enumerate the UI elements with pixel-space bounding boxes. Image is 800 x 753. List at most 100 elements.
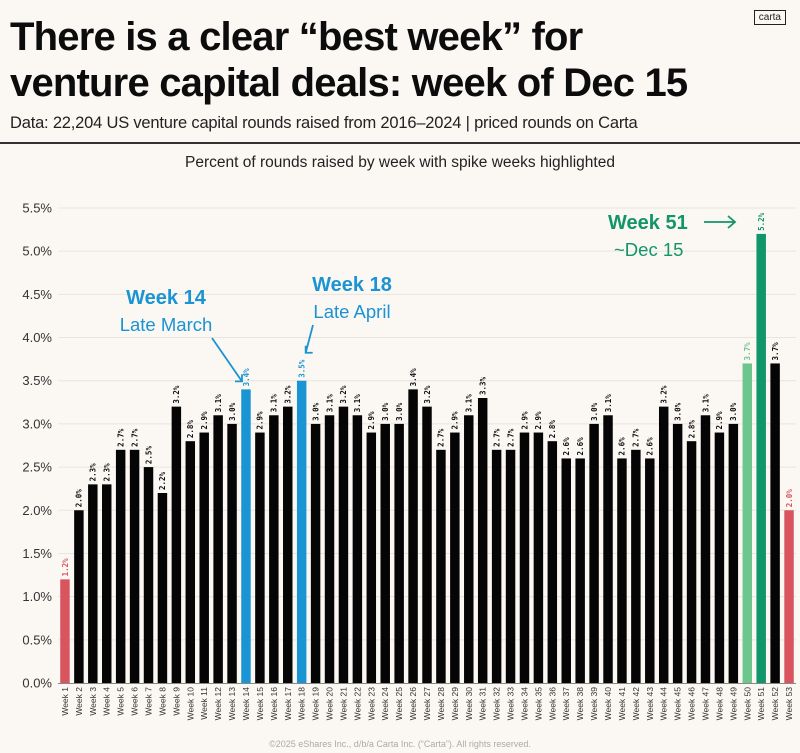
- y-tick-label: 0.0%: [22, 676, 52, 691]
- bar: [450, 432, 460, 683]
- data-label: 2.6%: [618, 437, 627, 456]
- x-tick-label: Week 14: [241, 687, 251, 721]
- x-tick-label: Week 50: [742, 687, 752, 721]
- data-label: 2.6%: [562, 437, 571, 456]
- x-tick-label: Week 5: [116, 687, 126, 716]
- data-label: 3.2%: [339, 385, 348, 404]
- x-tick-label: Week 21: [338, 687, 348, 721]
- x-tick-label: Week 45: [673, 687, 683, 721]
- bar: [519, 432, 530, 683]
- x-tick-label: Week 6: [130, 687, 140, 716]
- x-tick-label: Week 20: [325, 687, 335, 721]
- y-tick-label: 5.0%: [22, 244, 52, 259]
- arrowhead-icon: [234, 374, 243, 383]
- data-label: 2.2%: [158, 471, 167, 490]
- x-tick-label: Week 26: [408, 687, 418, 721]
- data-label: 3.7%: [771, 342, 780, 361]
- bar: [770, 363, 780, 683]
- x-tick-label: Week 51: [756, 687, 766, 721]
- annotation-week14-subtitle: Late March: [120, 314, 213, 335]
- x-tick-label: Week 33: [506, 687, 516, 721]
- data-label: 2.9%: [451, 411, 460, 430]
- data-label: 3.0%: [228, 402, 237, 421]
- arrowhead-icon: [304, 345, 313, 354]
- bar: [366, 432, 377, 683]
- data-label: 2.6%: [576, 437, 585, 456]
- data-label: 2.7%: [506, 428, 515, 447]
- bar: [338, 406, 349, 683]
- bar: [352, 415, 363, 683]
- data-label: 2.7%: [492, 428, 501, 447]
- bar: [213, 415, 223, 683]
- bar: [255, 432, 265, 683]
- y-tick-label: 3.5%: [22, 373, 52, 388]
- x-tick-label: Week 16: [269, 687, 279, 721]
- page-title: There is a clear “best week” for venture…: [10, 14, 790, 106]
- x-tick-label: Week 49: [728, 687, 738, 721]
- x-tick-label: Week 42: [631, 687, 641, 721]
- y-tick-label: 1.0%: [22, 589, 52, 604]
- data-label: 2.8%: [687, 420, 696, 439]
- x-axis: Week 1 Week 2 Week 3 Week 4 Week 5 Week 6 Week…: [58, 683, 796, 721]
- data-label: 3.1%: [214, 394, 223, 413]
- x-tick-label: Week 11: [199, 687, 209, 720]
- data-label: 3.2%: [423, 385, 432, 404]
- title-line-1: There is a clear “best week” for: [10, 15, 583, 59]
- annotation-week18-title: Week 18: [312, 274, 392, 296]
- bar: [185, 441, 196, 683]
- data-label: 2.9%: [200, 411, 209, 430]
- y-tick-label: 4.0%: [22, 330, 52, 345]
- bar: [269, 415, 279, 683]
- header-divider: [0, 142, 800, 144]
- bar: [728, 423, 739, 683]
- data-label: 2.3%: [89, 463, 98, 482]
- carta-logo: carta: [753, 10, 786, 25]
- chart-title: Percent of rounds raised by week with sp…: [185, 154, 615, 171]
- data-label: 3.0%: [381, 402, 390, 421]
- bar: [505, 449, 516, 683]
- bar: [658, 406, 669, 683]
- data-labels: 1.2% 2.0% 2.3% 2.3% 2.7% 2.7% 2.5% 2.2% 3.2% 2.8%…: [61, 212, 794, 576]
- x-tick-label: Week 37: [561, 687, 571, 721]
- data-label: 2.9%: [367, 411, 376, 430]
- bar: [143, 467, 154, 683]
- x-tick-label: Week 29: [450, 687, 460, 721]
- bar: [171, 406, 182, 683]
- bar: [115, 449, 126, 683]
- y-tick-label: 4.5%: [22, 287, 52, 302]
- data-label: 2.7%: [632, 428, 641, 447]
- x-tick-label: Week 43: [645, 687, 655, 721]
- bar: [477, 398, 488, 683]
- data-label: 2.7%: [116, 428, 125, 447]
- subtitle: Data: 22,204 US venture capital rounds r…: [10, 114, 638, 132]
- bar: [408, 389, 418, 683]
- data-label: 2.6%: [646, 437, 655, 456]
- y-tick-label: 1.5%: [22, 546, 52, 561]
- bar: [422, 406, 432, 683]
- data-label: 3.0%: [590, 402, 599, 421]
- x-tick-label: Week 12: [213, 687, 223, 721]
- data-label: 2.3%: [103, 463, 112, 482]
- bar: [394, 423, 404, 683]
- data-label: 2.9%: [534, 411, 543, 430]
- bar: [157, 493, 168, 683]
- data-label: 2.7%: [437, 428, 446, 447]
- x-tick-label: Week 17: [283, 687, 293, 721]
- x-tick-label: Week 23: [366, 687, 376, 721]
- x-tick-label: Week 7: [144, 687, 154, 716]
- x-tick-label: Week 18: [297, 687, 307, 721]
- bar: [380, 423, 390, 683]
- data-label: 3.2%: [660, 385, 669, 404]
- y-tick-label: 3.0%: [22, 416, 52, 431]
- x-tick-label: Week 31: [478, 687, 488, 721]
- data-label: 3.5%: [297, 359, 306, 378]
- annotation-week18-subtitle: Late April: [313, 301, 390, 322]
- x-tick-label: Week 9: [171, 687, 181, 716]
- data-label: 3.0%: [311, 402, 320, 421]
- bar: [645, 458, 655, 683]
- bar: [102, 484, 112, 683]
- data-label: 3.4%: [242, 368, 251, 387]
- copyright-footer: ©2025 eShares Inc., d/b/a Carta Inc. (“C…: [269, 739, 531, 749]
- bar: [199, 432, 209, 683]
- bar: [74, 510, 84, 683]
